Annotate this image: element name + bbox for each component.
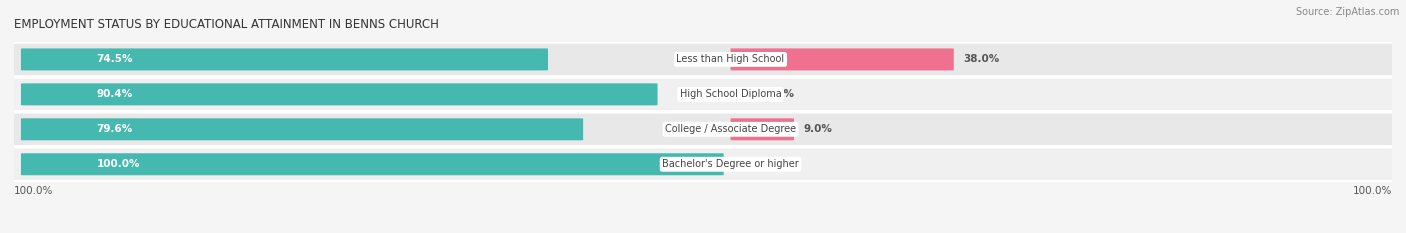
Text: 0.0%: 0.0% bbox=[765, 89, 794, 99]
FancyBboxPatch shape bbox=[21, 48, 548, 70]
FancyBboxPatch shape bbox=[731, 48, 953, 70]
Text: High School Diploma: High School Diploma bbox=[679, 89, 782, 99]
FancyBboxPatch shape bbox=[21, 118, 583, 140]
Text: College / Associate Degree: College / Associate Degree bbox=[665, 124, 796, 134]
Text: 9.0%: 9.0% bbox=[804, 124, 832, 134]
FancyBboxPatch shape bbox=[0, 113, 1406, 146]
Text: 100.0%: 100.0% bbox=[97, 159, 141, 169]
Text: 100.0%: 100.0% bbox=[1353, 186, 1392, 196]
Text: Less than High School: Less than High School bbox=[676, 55, 785, 64]
FancyBboxPatch shape bbox=[21, 83, 658, 105]
Text: 74.5%: 74.5% bbox=[97, 55, 134, 64]
FancyBboxPatch shape bbox=[0, 78, 1406, 111]
Text: 38.0%: 38.0% bbox=[963, 55, 1000, 64]
Text: Source: ZipAtlas.com: Source: ZipAtlas.com bbox=[1295, 7, 1399, 17]
Text: 79.6%: 79.6% bbox=[97, 124, 134, 134]
Text: EMPLOYMENT STATUS BY EDUCATIONAL ATTAINMENT IN BENNS CHURCH: EMPLOYMENT STATUS BY EDUCATIONAL ATTAINM… bbox=[14, 18, 439, 31]
Text: Bachelor's Degree or higher: Bachelor's Degree or higher bbox=[662, 159, 799, 169]
FancyBboxPatch shape bbox=[731, 118, 794, 140]
Text: 90.4%: 90.4% bbox=[97, 89, 134, 99]
FancyBboxPatch shape bbox=[0, 43, 1406, 76]
FancyBboxPatch shape bbox=[0, 147, 1406, 181]
Text: 100.0%: 100.0% bbox=[14, 186, 53, 196]
Text: 0.0%: 0.0% bbox=[765, 159, 794, 169]
FancyBboxPatch shape bbox=[21, 153, 724, 175]
